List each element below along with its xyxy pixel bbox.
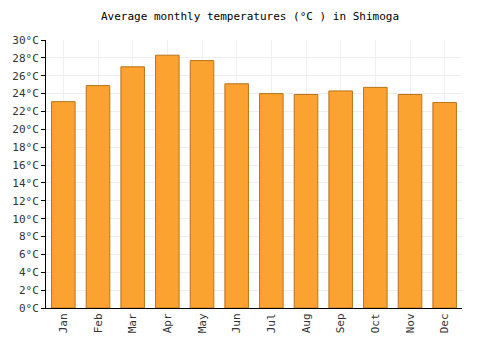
- svg-text:Oct: Oct: [369, 313, 382, 333]
- svg-text:24°C: 24°C: [12, 87, 39, 100]
- svg-text:8°C: 8°C: [19, 230, 39, 243]
- svg-text:0°C: 0°C: [19, 302, 39, 315]
- svg-text:18°C: 18°C: [12, 141, 39, 154]
- svg-text:Mar: Mar: [126, 313, 139, 333]
- svg-text:Dec: Dec: [438, 313, 451, 333]
- svg-text:Jul: Jul: [265, 313, 278, 333]
- svg-text:Sep: Sep: [334, 313, 347, 333]
- svg-text:26°C: 26°C: [12, 70, 39, 83]
- svg-text:30°C: 30°C: [12, 34, 39, 47]
- svg-text:Average monthly temperatures (: Average monthly temperatures (°C ) in Sh…: [101, 10, 399, 23]
- svg-text:Jan: Jan: [57, 313, 70, 333]
- svg-text:Feb: Feb: [92, 313, 105, 333]
- svg-text:4°C: 4°C: [19, 266, 39, 279]
- svg-text:2°C: 2°C: [19, 284, 39, 297]
- svg-text:12°C: 12°C: [12, 195, 39, 208]
- svg-text:Apr: Apr: [161, 313, 174, 333]
- svg-text:28°C: 28°C: [12, 52, 39, 65]
- svg-text:Nov: Nov: [404, 313, 417, 333]
- svg-text:Aug: Aug: [300, 313, 313, 333]
- svg-text:20°C: 20°C: [12, 123, 39, 136]
- svg-text:Jun: Jun: [230, 313, 243, 333]
- svg-text:14°C: 14°C: [12, 177, 39, 190]
- svg-text:10°C: 10°C: [12, 213, 39, 226]
- svg-text:22°C: 22°C: [12, 105, 39, 118]
- svg-text:16°C: 16°C: [12, 159, 39, 172]
- svg-text:6°C: 6°C: [19, 248, 39, 261]
- svg-text:May: May: [196, 313, 209, 333]
